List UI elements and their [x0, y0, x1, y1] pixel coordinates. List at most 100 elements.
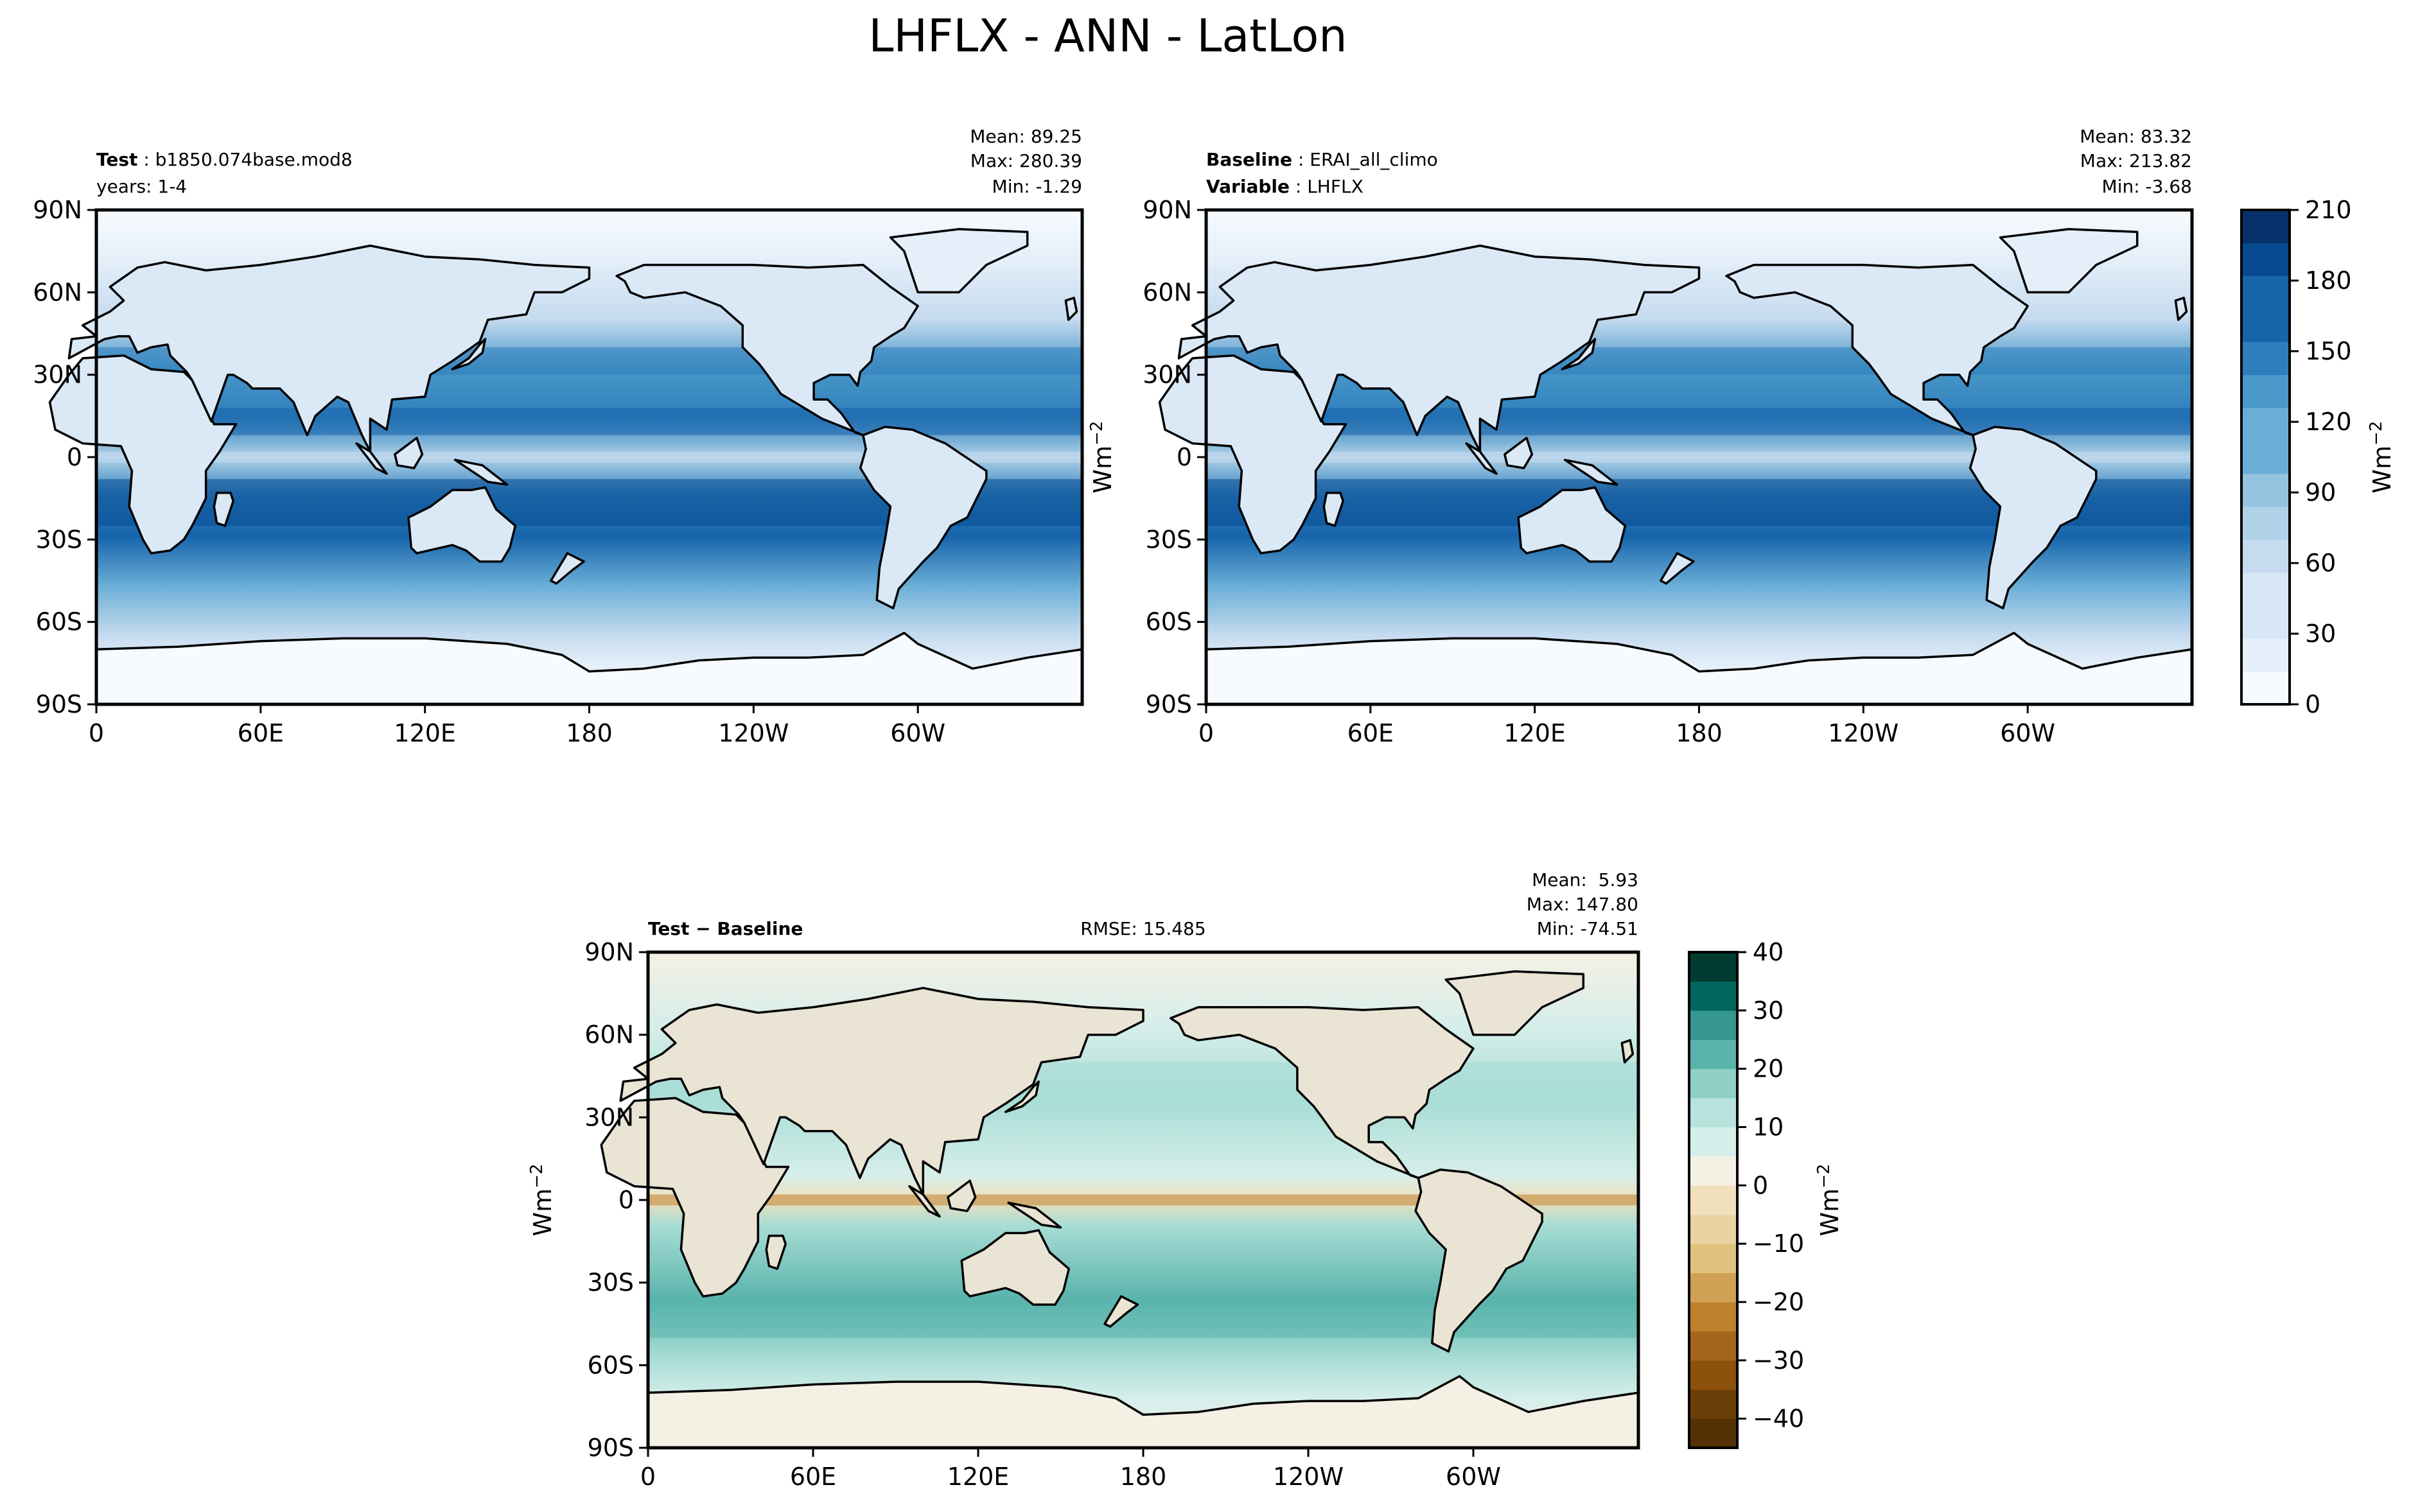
- difference-min-stat: Min: -74.51: [1537, 918, 1638, 939]
- y-tick-label: 60S: [36, 608, 82, 636]
- uk-coastline: [1620, 1039, 1635, 1064]
- y-tick-label: 30S: [1146, 525, 1192, 553]
- y-tick-label: 60S: [1146, 608, 1192, 636]
- x-tick-label: 0: [1198, 719, 1214, 747]
- northAmerica-coastline: [615, 263, 919, 437]
- top-colorbar-cells: [2241, 210, 2290, 705]
- colorbar-cell: [1689, 1389, 1737, 1420]
- top-colorbar-frame: [2240, 209, 2291, 706]
- difference-colorbar-ticks: 40 30 20 10 0 −10 −20 −30 −40: [1737, 938, 1804, 1433]
- colorbar-tick-label: 90: [2305, 478, 2336, 507]
- y-tick-label: 90N: [584, 938, 634, 966]
- europeAsia-coastline: [1177, 244, 1701, 453]
- newzealand-coastline: [1103, 1295, 1139, 1328]
- colorbar-tick-label: 150: [2305, 337, 2352, 365]
- colorbar-cell: [1689, 1244, 1737, 1274]
- x-tick-label: 0: [89, 719, 104, 747]
- newzealand-coastline: [550, 552, 585, 585]
- colorbar-cell: [2241, 408, 2290, 441]
- colorbar-tick-label: 0: [2305, 690, 2320, 718]
- y-tick-label: 60N: [33, 278, 82, 306]
- difference-mean-stat: Mean: 5.93: [1532, 869, 1638, 891]
- test-coastlines: [48, 228, 1083, 706]
- colorbar-cell: [2241, 440, 2290, 474]
- y-tick-label: 30N: [1143, 361, 1192, 389]
- diff-field-band: [648, 1296, 1638, 1338]
- test-min-stat: Min: -1.29: [992, 176, 1082, 197]
- base-field-band: [1206, 451, 2192, 463]
- y-tick-label: 60N: [1143, 278, 1192, 306]
- x-tick-label: 0: [640, 1463, 656, 1491]
- baseline-ylabel: Wm−2: [1087, 421, 1117, 494]
- colorbar-cell: [2241, 638, 2290, 672]
- antarctica-coastline: [1205, 632, 2193, 706]
- antarctica-coastline: [647, 1375, 1640, 1449]
- europeAsia-coastline: [619, 987, 1144, 1196]
- newguinea-coastline: [1007, 1201, 1062, 1229]
- difference-y-axis: 90N 60N 30N 0 30S 60S 90S: [584, 938, 648, 1462]
- test-field-band: [96, 451, 1082, 463]
- x-tick-label: 120E: [394, 719, 456, 747]
- difference-label: Test − Baseline: [648, 918, 803, 939]
- antarctica-coastline: [95, 632, 1083, 706]
- colorbar-cell: [2241, 210, 2290, 243]
- difference-map-panel: Test − Baseline RMSE: 15.485 Mean: 5.93 …: [527, 869, 1640, 1491]
- colorbar-cell: [1689, 1214, 1737, 1244]
- test-field-band: [96, 408, 1082, 435]
- uk-coastline: [2174, 297, 2188, 321]
- test-x-axis: 0 60E 120E 180 120W 60W: [89, 704, 945, 747]
- colorbar-cell: [2241, 507, 2290, 540]
- colorbar-cell: [2241, 309, 2290, 342]
- borneo-coastline: [1504, 437, 1534, 469]
- madagascar-coastline: [765, 1235, 787, 1270]
- y-tick-label: 90N: [1143, 196, 1192, 224]
- x-tick-label: 120W: [1273, 1463, 1344, 1491]
- difference-colorbar-cells: [1689, 952, 1737, 1448]
- baseline-variable-label: Variable : LHFLX: [1206, 176, 1363, 197]
- greenland-coastline: [1999, 228, 2139, 294]
- colorbar-tick-label: 30: [1753, 996, 1784, 1025]
- japan-coastline: [451, 338, 487, 370]
- top-colorbar-label: Wm−2: [2367, 421, 2396, 494]
- colorbar-cell: [2241, 275, 2290, 309]
- sumatra-coastline: [355, 442, 388, 475]
- japan-coastline: [1561, 338, 1597, 370]
- difference-coastlines: [600, 970, 1640, 1449]
- colorbar-cell: [1689, 952, 1737, 982]
- baseline-x-axis: 0 60E 120E 180 120W 60W: [1198, 704, 2055, 747]
- colorbar-cell: [2241, 671, 2290, 705]
- difference-max-stat: Max: 147.80: [1527, 894, 1638, 915]
- northAmerica-coastline: [1725, 263, 2029, 437]
- test-mean-stat: Mean: 89.25: [970, 126, 1082, 147]
- madagascar-coastline: [1322, 491, 1344, 527]
- x-tick-label: 60W: [890, 719, 945, 747]
- europeAsia-coastline: [67, 244, 591, 453]
- newguinea-coastline: [1563, 458, 1618, 486]
- x-tick-label: 120W: [1828, 719, 1898, 747]
- borneo-coastline: [394, 437, 424, 469]
- madagascar-coastline: [213, 491, 234, 527]
- newzealand-coastline: [1660, 552, 1695, 585]
- difference-colorbar-frame: [1688, 951, 1739, 1449]
- northAmerica-coastline: [1170, 1006, 1475, 1179]
- y-tick-label: 30N: [33, 361, 82, 389]
- test-y-axis: 90N 60N 30N 0 30S 60S 90S: [33, 196, 96, 718]
- baseline-map-panel: Baseline : ERAI_all_climo Variable : LHF…: [1087, 126, 2194, 747]
- test-years-label: years: 1-4: [96, 176, 187, 197]
- figure-title: LHFLX - ANN - LatLon: [868, 10, 1347, 62]
- difference-x-axis: 0 60E 120E 180 120W 60W: [640, 1448, 1501, 1491]
- baseline-min-stat: Min: -3.68: [2102, 176, 2192, 197]
- uk-coastline: [1064, 297, 1078, 321]
- colorbar-cell: [1689, 1418, 1737, 1448]
- colorbar-cell: [1689, 1039, 1737, 1070]
- colorbar-tick-label: 40: [1753, 938, 1784, 966]
- colorbar-cell: [2241, 572, 2290, 606]
- difference-colorbar: 40 30 20 10 0 −10 −20 −30 −40 Wm−2: [1688, 938, 1844, 1449]
- sumatra-coastline: [908, 1185, 941, 1218]
- colorbar-tick-label: 0: [1753, 1171, 1768, 1199]
- diff-field-band: [648, 1194, 1638, 1206]
- colorbar-cell: [2241, 374, 2290, 408]
- x-tick-label: 60W: [1446, 1463, 1501, 1491]
- colorbar-cell: [1689, 1301, 1737, 1332]
